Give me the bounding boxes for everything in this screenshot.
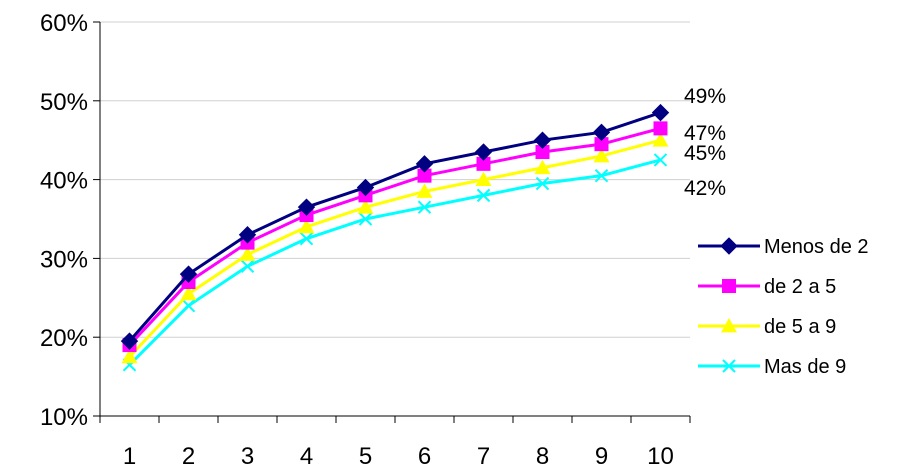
- x-tick-label: 1: [123, 443, 136, 470]
- x-tick-label: 5: [359, 443, 372, 470]
- legend: Menos de 2 de 2 a 5 de 5 a 9 Mas de 9: [698, 236, 869, 378]
- data-point: [475, 171, 492, 186]
- data-point: [653, 121, 668, 136]
- series-line: [128, 158, 661, 366]
- y-tick-label: 10%: [40, 404, 88, 431]
- x-tick-label: 7: [477, 443, 490, 470]
- data-point: [239, 246, 256, 261]
- data-point: [299, 231, 314, 246]
- data-point: [653, 153, 668, 167]
- data-point: [180, 285, 197, 301]
- end-value-label: 49%: [684, 85, 726, 108]
- y-tick-label: 40%: [40, 168, 88, 195]
- legend-label: de 2 a 5: [764, 276, 836, 298]
- data-point: [651, 103, 670, 122]
- data-point: [417, 200, 432, 214]
- end-value-label: 42%: [684, 177, 726, 200]
- data-point: [179, 265, 198, 283]
- data-point: [474, 143, 493, 161]
- data-point: [592, 123, 611, 142]
- y-tick-label: 30%: [40, 246, 88, 273]
- axes: [99, 22, 690, 417]
- data-point: [297, 198, 316, 216]
- series-line: [128, 126, 661, 347]
- data-point: [534, 159, 551, 175]
- series-2: [121, 132, 669, 364]
- data-point: [476, 156, 491, 171]
- x-tick-label: 8: [536, 443, 549, 470]
- data-point: [594, 168, 609, 183]
- legend-marker: [722, 279, 736, 293]
- data-point: [417, 168, 432, 183]
- y-tick-label: 60%: [40, 10, 88, 37]
- data-point: [533, 131, 552, 149]
- x-tick-label: 9: [595, 443, 608, 470]
- end-value-label: 45%: [684, 142, 726, 165]
- y-axis-ticks: 10% 20% 30% 40% 50% 60%: [40, 10, 100, 431]
- legend-entry: de 2 a 5: [698, 276, 836, 298]
- series-line: [128, 138, 661, 358]
- legend-label: de 5 a 9: [764, 316, 836, 338]
- x-axis-ticks: 1 2 3 4 5 6 7 8 9 10: [99, 416, 691, 470]
- data-point: [358, 212, 373, 226]
- legend-entry: Mas de 9: [698, 356, 846, 378]
- data-point: [181, 298, 196, 313]
- data-point: [238, 226, 257, 244]
- data-point: [476, 188, 491, 203]
- series-group: [120, 103, 670, 372]
- legend-label: Mas de 9: [764, 356, 846, 378]
- legend-entry: Menos de 2: [698, 236, 869, 258]
- data-point: [416, 183, 433, 198]
- x-tick-label: 6: [418, 443, 431, 470]
- x-tick-label: 3: [241, 443, 254, 470]
- end-value-label: 47%: [684, 122, 726, 145]
- y-tick-label: 20%: [40, 325, 88, 352]
- legend-marker: [722, 359, 736, 373]
- data-point: [120, 332, 139, 350]
- data-point: [594, 137, 609, 152]
- legend-marker: [720, 237, 738, 255]
- data-point: [298, 218, 315, 234]
- data-point: [535, 176, 550, 191]
- legend-label: Menos de 2: [764, 236, 869, 258]
- data-point: [121, 348, 138, 364]
- data-point: [415, 155, 434, 173]
- data-point: [356, 178, 375, 197]
- legend-entry: de 5 a 9: [698, 316, 836, 338]
- x-tick-label: 2: [182, 443, 195, 470]
- series-3: [122, 153, 668, 372]
- x-tick-label: 4: [300, 443, 313, 470]
- data-point: [652, 132, 669, 147]
- series-0: [120, 103, 670, 350]
- gridlines: [100, 21, 690, 338]
- data-point: [240, 259, 255, 273]
- end-labels: 49% 47%45% 42%: [684, 85, 726, 200]
- data-point: [357, 199, 374, 214]
- data-point: [535, 145, 550, 160]
- y-tick-label: 50%: [40, 89, 88, 116]
- x-tick-label: 10: [647, 443, 674, 470]
- data-point: [593, 147, 610, 163]
- series-1: [122, 121, 668, 353]
- series-line: [128, 111, 661, 343]
- legend-marker: [721, 318, 737, 333]
